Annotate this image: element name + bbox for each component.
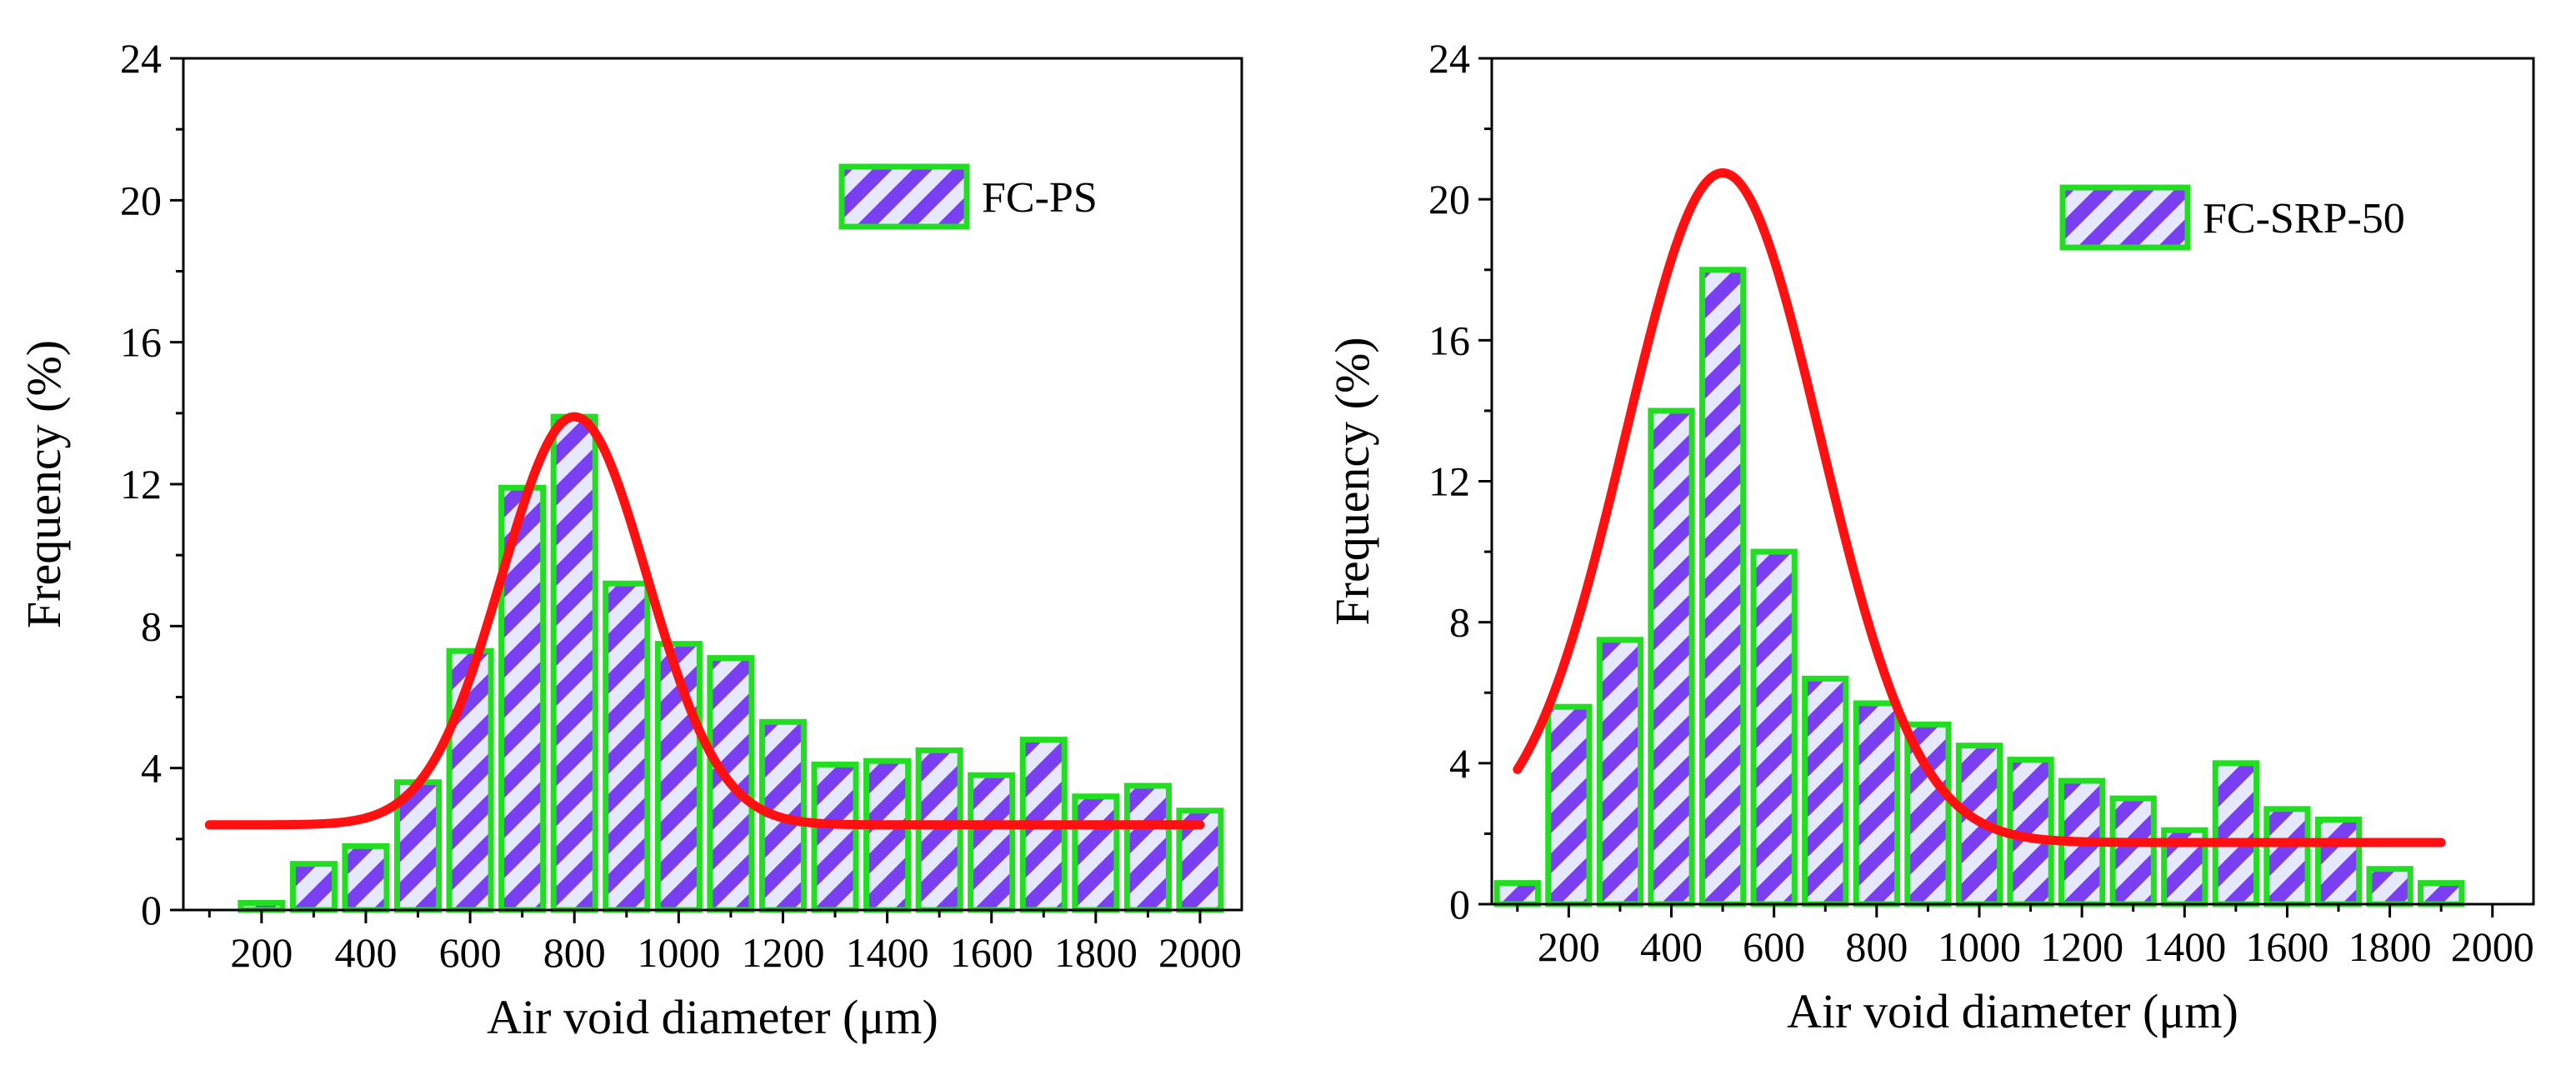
- y-tick-label: 20: [1428, 176, 1470, 222]
- legend-label: FC-SRP-50: [2203, 195, 2405, 242]
- x-tick-label: 1400: [2143, 923, 2226, 970]
- bar: [289, 861, 338, 913]
- x-tick-label: 1800: [2348, 923, 2432, 970]
- bar: [1493, 880, 1541, 908]
- bar: [811, 761, 859, 913]
- y-tick-label: 8: [141, 602, 162, 649]
- bar: [1853, 700, 1900, 908]
- x-axis-label: Air void diameter (μm): [1787, 984, 2238, 1038]
- y-tick-label: 4: [1449, 740, 1470, 787]
- bar: [1698, 267, 1747, 908]
- x-tick-label: 600: [439, 929, 502, 976]
- bar: [498, 484, 547, 913]
- chart-panel-fc-ps: 0 4 8 12 16 20 24 200 400 600 800 1000 1200 1400 1600 1…: [17, 35, 1243, 1044]
- bar: [550, 413, 598, 913]
- bar: [1072, 793, 1120, 913]
- x-tick-label: 2000: [1158, 929, 1242, 976]
- x-tick-label: 400: [1640, 923, 1703, 970]
- bar: [1802, 675, 1849, 908]
- y-tick-label: 12: [120, 461, 162, 508]
- y-tick-label: 16: [1428, 317, 1470, 363]
- x-tick-label: 2000: [2451, 923, 2534, 970]
- fit-curve: [1513, 168, 2446, 848]
- bar: [2212, 760, 2259, 908]
- chart-panel-fc-srp-50: 0 4 8 12 16 20 24 200 400 600 800 1000 1200 1400 1600 1…: [1325, 35, 2535, 1038]
- x-tick-label: 200: [230, 929, 293, 976]
- x-tick-label: 1800: [1054, 929, 1138, 976]
- x-axis-label: Air void diameter (μm): [487, 990, 938, 1044]
- y-tick-label: 24: [1428, 35, 1470, 82]
- bar: [1750, 548, 1798, 908]
- x-tick-label: 400: [334, 929, 397, 976]
- y-axis-label: Frequency (%): [17, 340, 71, 628]
- bar: [2263, 806, 2311, 908]
- x-tick-label: 1600: [2245, 923, 2328, 970]
- bar: [1596, 637, 1644, 908]
- x-tick-label: 1200: [741, 929, 824, 976]
- y-tick-label: 8: [1449, 599, 1470, 646]
- y-tick-label: 16: [120, 319, 162, 366]
- x-tick-label: 1200: [2040, 923, 2123, 970]
- bar: [2109, 795, 2157, 908]
- bar: [2418, 880, 2465, 908]
- bar: [1123, 782, 1172, 913]
- legend-label: FC-PS: [982, 174, 1098, 222]
- y-tick-label: 0: [141, 887, 162, 933]
- x-tick-label: 1400: [846, 929, 929, 976]
- legend-swatch: [838, 163, 970, 230]
- y-tick-label: 4: [141, 745, 162, 792]
- x-tick-label: 200: [1538, 923, 1600, 970]
- y-tick-label: 24: [120, 35, 162, 82]
- y-tick-label: 0: [1449, 881, 1470, 928]
- y-tick-label: 20: [120, 177, 162, 223]
- bar: [342, 842, 390, 913]
- bar: [2366, 866, 2413, 908]
- x-tick-label: 1000: [1938, 923, 2021, 970]
- bar: [863, 758, 912, 913]
- x-tick-label: 600: [1743, 923, 1805, 970]
- bar: [915, 747, 963, 913]
- y-axis-label: Frequency (%): [1325, 337, 1379, 625]
- bar: [2314, 817, 2363, 908]
- bar: [1545, 703, 1593, 908]
- x-tick-label: 1600: [950, 929, 1033, 976]
- x-tick-label: 800: [1845, 923, 1908, 970]
- x-tick-label: 800: [543, 929, 606, 976]
- fit-curve: [204, 412, 1205, 830]
- bar: [1648, 408, 1695, 908]
- x-tick-label: 1000: [637, 929, 720, 976]
- bar: [968, 772, 1016, 913]
- bar: [603, 580, 651, 913]
- legend-swatch: [2059, 184, 2191, 251]
- y-tick-label: 12: [1428, 458, 1470, 505]
